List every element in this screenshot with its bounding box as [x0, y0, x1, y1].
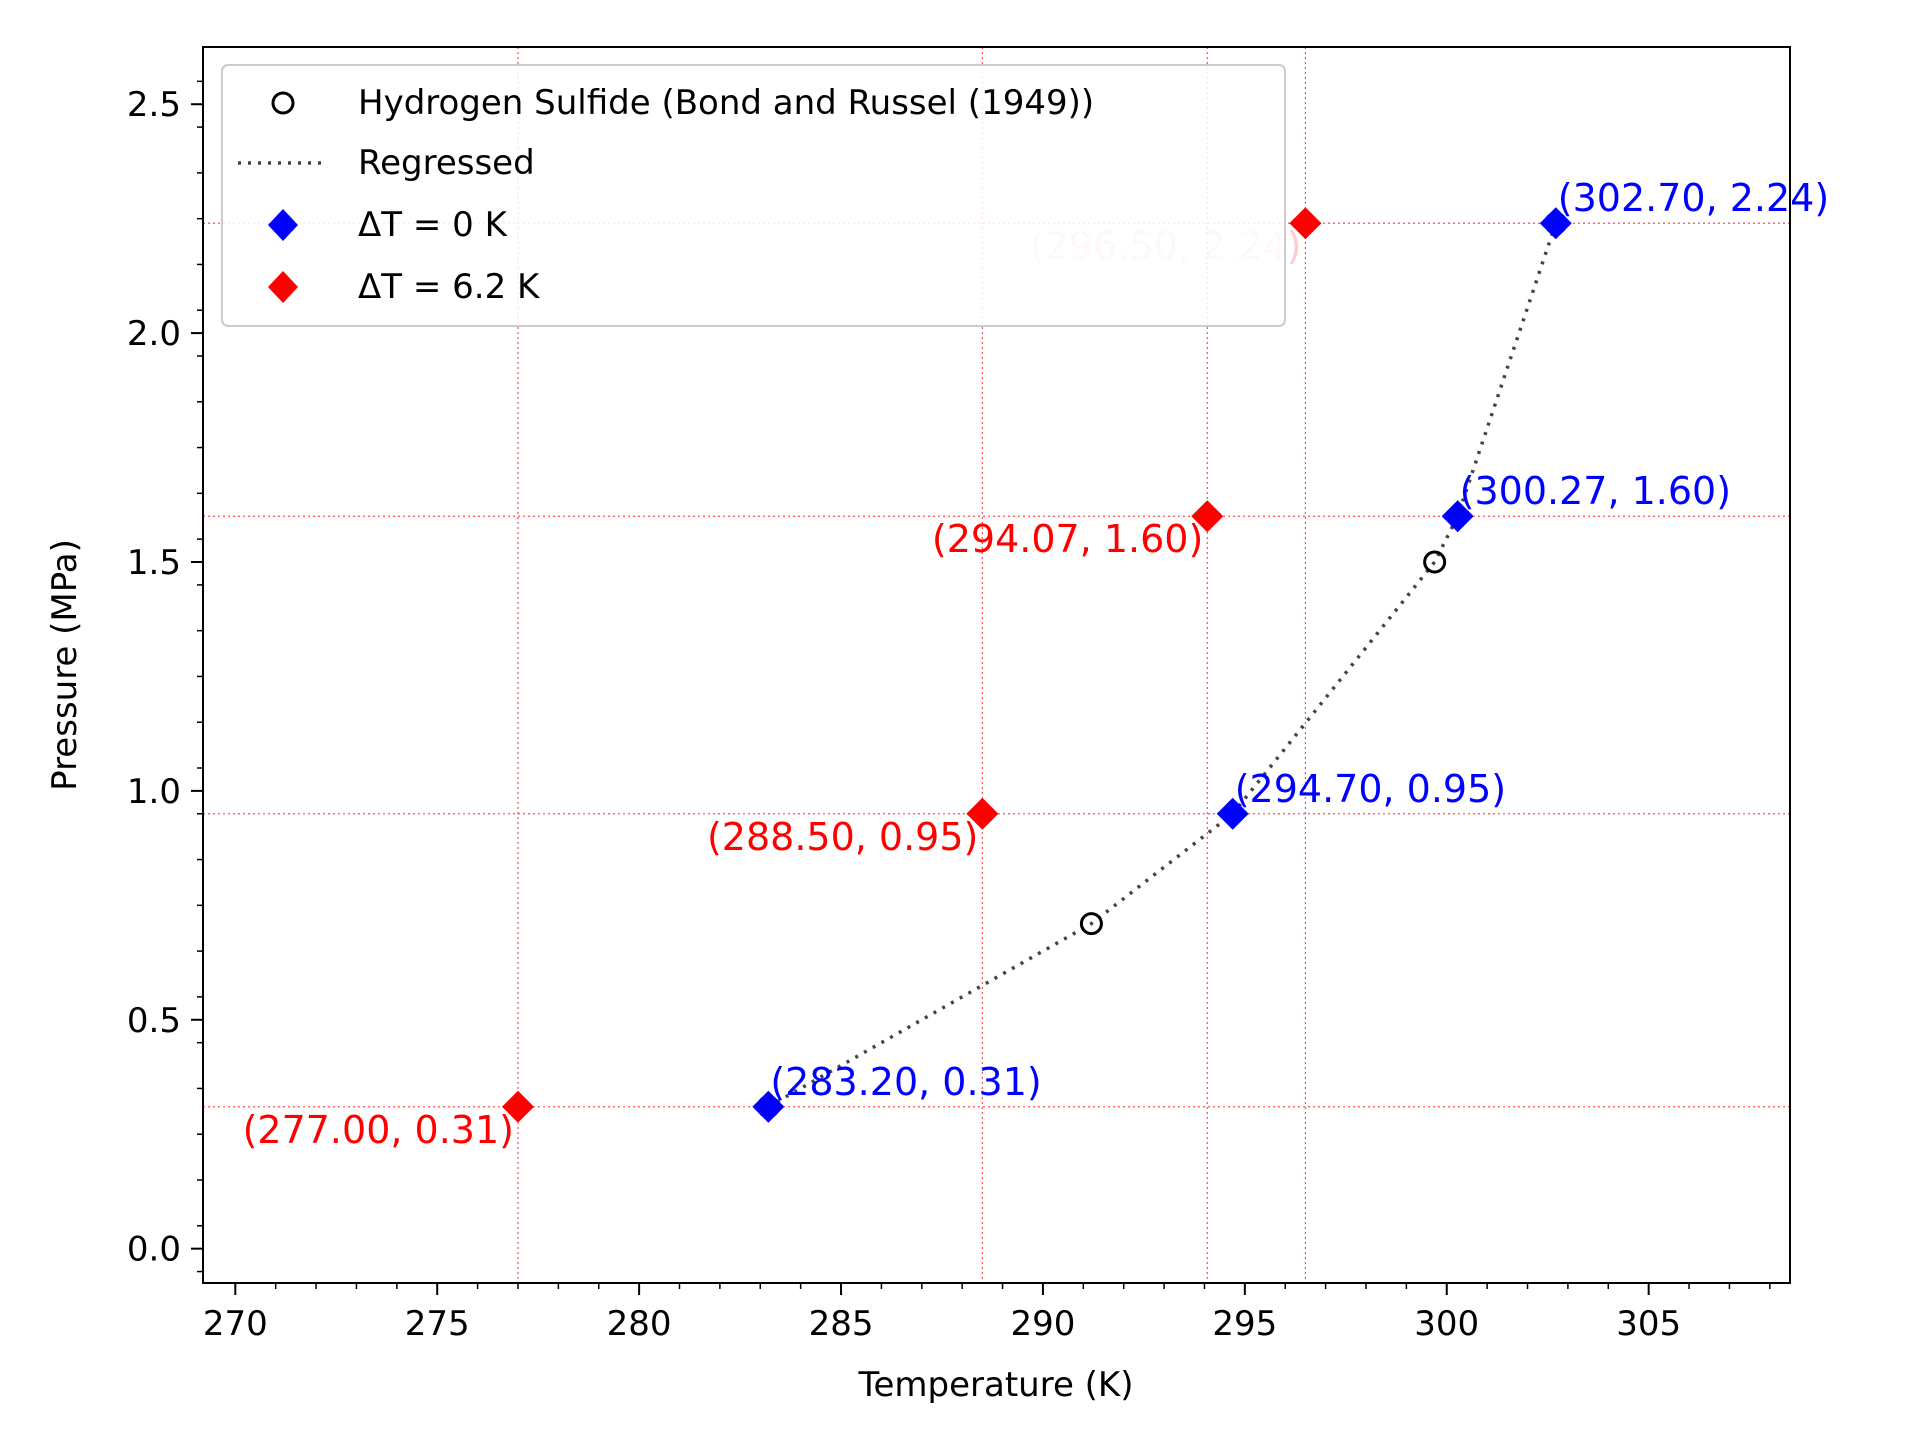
- regressed-line: [767, 222, 1558, 1109]
- dt62-label-0: (277.00, 0.31): [243, 1108, 514, 1152]
- x-tick-label: 300: [1414, 1304, 1479, 1344]
- dt0-point-1: [1216, 797, 1249, 830]
- y-axis-title: Pressure (MPa): [45, 539, 85, 791]
- x-axis-title: Temperature (K): [857, 1365, 1133, 1405]
- dt0-label-3: (302.70, 2.24): [1558, 176, 1829, 220]
- x-tick-label: 295: [1212, 1304, 1277, 1344]
- dt0-point-0: [752, 1090, 785, 1123]
- x-tick-label: 285: [809, 1304, 874, 1344]
- experimental-point-2: [1423, 550, 1447, 574]
- legend-marker-hydrogen-sulfide: [271, 91, 295, 115]
- legend-label-regressed: Regressed: [358, 143, 535, 183]
- dt62-point-0: [501, 1090, 534, 1123]
- dt0-label-0: (283.20, 0.31): [770, 1060, 1041, 1104]
- dt0-label-2: (300.27, 1.60): [1460, 469, 1731, 513]
- y-tick-label: 1.5: [127, 543, 181, 583]
- legend-label-dt62: ΔT = 6.2 K: [358, 267, 541, 307]
- y-tick-label: 0.5: [127, 1001, 181, 1041]
- dt0-point-2: [1441, 500, 1474, 533]
- legend-label-hydrogen-sulfide: Hydrogen Sulfide (Bond and Russel (1949)…: [358, 83, 1094, 123]
- legend-marker-dt0: [268, 209, 298, 241]
- markers-layer: [501, 207, 1572, 1123]
- dt62-point-1: [966, 797, 999, 830]
- dt0-point-3: [1539, 207, 1572, 240]
- x-tick-label: 275: [405, 1304, 470, 1344]
- plot-area-frame: [202, 46, 1791, 1284]
- legend-box: [221, 64, 1286, 327]
- dt62-label-2: (294.07, 1.60): [932, 517, 1203, 561]
- ticks-layer: 270 275 280 285 290 295 300 305 0.0 0.5 1.0 1.5 2.0 2…: [127, 80, 1771, 1344]
- legend-label-dt0: ΔT = 0 K: [358, 205, 509, 245]
- dt62-label-1: (288.50, 0.95): [707, 815, 978, 859]
- dt62-point-3: [1289, 207, 1322, 240]
- y-tick-label: 0.0: [127, 1230, 181, 1270]
- legend: Hydrogen Sulfide (Bond and Russel (1949)…: [221, 64, 1286, 327]
- experimental-point-1: [1079, 912, 1103, 936]
- x-tick-label: 270: [203, 1304, 268, 1344]
- x-tick-label: 290: [1010, 1304, 1075, 1344]
- y-tick-label: 1.0: [127, 772, 181, 812]
- dt62-point-2: [1191, 500, 1224, 533]
- x-tick-label: 280: [607, 1304, 672, 1344]
- legend-marker-dt62: [268, 271, 298, 303]
- y-tick-label: 2.0: [127, 314, 181, 354]
- dt0-label-1: (294.70, 0.95): [1235, 767, 1506, 811]
- regressed-line-layer: [767, 222, 1558, 1109]
- y-tick-label: 2.5: [127, 85, 181, 125]
- x-tick-label: 305: [1616, 1304, 1681, 1344]
